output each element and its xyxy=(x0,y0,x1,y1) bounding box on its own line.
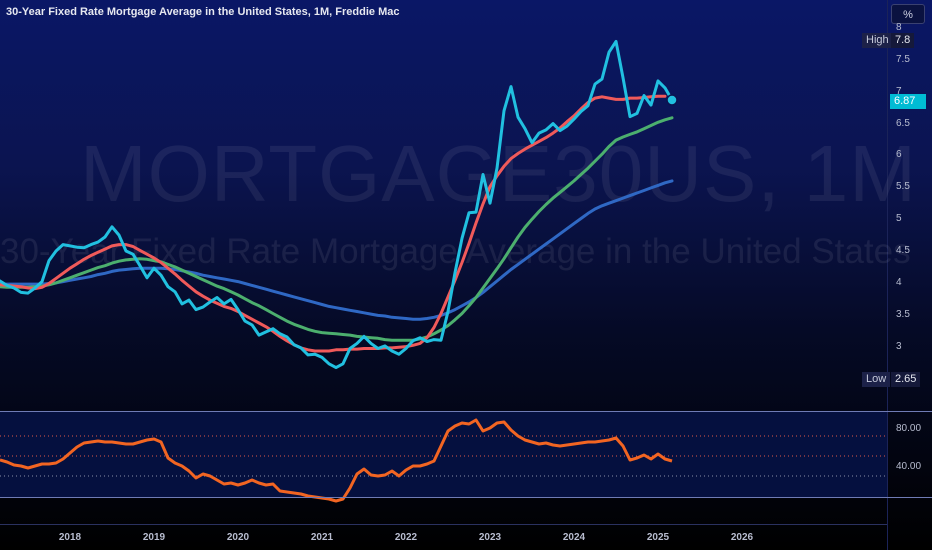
price-axis-tick: 4 xyxy=(896,276,902,288)
ma-green-line xyxy=(0,116,674,342)
price-line xyxy=(0,39,674,370)
price-axis-tick: 3 xyxy=(896,340,902,352)
ma-blue-line xyxy=(0,179,674,321)
low-label: Low xyxy=(862,372,891,387)
time-axis-tick: 2022 xyxy=(394,532,418,543)
time-axis-tick: 2023 xyxy=(478,532,502,543)
price-axis-tick: 4.5 xyxy=(896,245,910,256)
price-axis-tick: 8 xyxy=(896,22,902,33)
ma-red-line xyxy=(0,94,667,353)
time-axis-tick: 2020 xyxy=(226,532,250,543)
time-axis-tick: 2024 xyxy=(562,532,586,543)
time-axis-tick: 2026 xyxy=(730,532,754,543)
price-axis-tick: 5 xyxy=(896,213,902,225)
chart-title: 30-Year Fixed Rate Mortgage Average in t… xyxy=(6,6,400,18)
current-price-label: 6.87 xyxy=(890,94,926,109)
osc-axis-tick-40: 40.00 xyxy=(896,461,922,472)
time-axis-tick: 2019 xyxy=(142,532,166,543)
price-axis-separator xyxy=(887,0,888,550)
oscillator-line xyxy=(0,418,673,503)
pane-separator-top[interactable] xyxy=(0,411,932,412)
unit-button[interactable]: % xyxy=(891,4,925,24)
time-axis-tick: 2018 xyxy=(58,532,82,543)
low-value: 2.65 xyxy=(891,372,921,387)
high-label: High xyxy=(862,33,893,48)
price-axis-tick: 7.5 xyxy=(896,53,910,65)
time-axis-tick: 2021 xyxy=(310,532,334,543)
price-axis-tick: 3.5 xyxy=(896,308,910,320)
price-axis-tick: 7 xyxy=(896,85,902,97)
price-axis-tick: 5.5 xyxy=(896,181,910,193)
pane-separator-bottom[interactable] xyxy=(0,497,932,498)
time-axis-line xyxy=(0,524,887,525)
osc-axis-tick-80: 80.00 xyxy=(896,423,922,434)
last-price-marker[interactable] xyxy=(666,94,678,106)
price-axis-tick: 6 xyxy=(896,149,902,161)
price-axis-tick: 6.5 xyxy=(896,117,910,129)
high-value: 7.8 xyxy=(891,33,915,48)
oscillator-pane-background xyxy=(0,411,887,497)
time-axis-tick: 2025 xyxy=(646,532,670,543)
